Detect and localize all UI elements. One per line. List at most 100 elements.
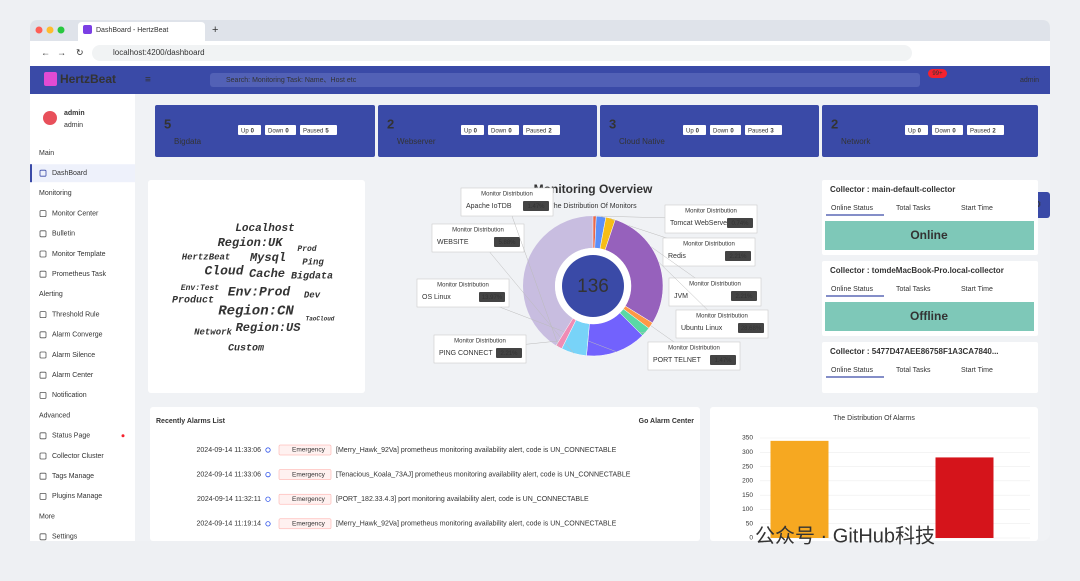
cloud-word[interactable]: Region:CN [218, 304, 294, 320]
monitor-card[interactable] [822, 105, 1038, 157]
monitor-card[interactable] [378, 105, 597, 157]
badge-label-text: Paused [526, 128, 546, 134]
alarm-center-link[interactable]: Go Alarm Center [639, 418, 695, 425]
menu-item[interactable]: Collector Cluster [52, 453, 104, 460]
menu-item[interactable]: Alarm Center [52, 372, 94, 379]
menu-icon [39, 432, 47, 440]
url-field[interactable] [92, 45, 912, 61]
cloud-word[interactable]: Env:Test [181, 284, 220, 293]
collector-tab[interactable]: Start Time [961, 286, 993, 293]
status-badge [488, 125, 519, 135]
badge-label: Paused 2 [970, 128, 996, 134]
window-zoom[interactable] [57, 26, 65, 34]
menu-item[interactable]: Alarm Silence [52, 352, 95, 359]
menu-icon [39, 472, 47, 480]
active-item-bg [30, 164, 135, 183]
alarm-level: Emergency [292, 521, 326, 528]
cloud-word[interactable]: Prod [297, 245, 316, 254]
cloud-word[interactable]: Network [194, 327, 232, 337]
cloud-word[interactable]: Region:US [236, 321, 302, 335]
badge-value: 2 [548, 128, 552, 134]
cloud-word[interactable]: Mysql [249, 251, 286, 265]
window-minimize[interactable] [46, 26, 54, 34]
menu-item[interactable]: Status Page [52, 433, 90, 440]
reload[interactable]: ↻ [76, 47, 84, 57]
sidebar-section: Advanced [39, 412, 70, 419]
header-user[interactable]: admin [1020, 77, 1039, 84]
leader-line [477, 237, 574, 354]
cloud-word[interactable]: Region:UK [218, 236, 285, 250]
bar[interactable] [770, 440, 829, 538]
overview-subtitle: The Distribution Of Monitors [549, 203, 637, 210]
search-box[interactable] [210, 73, 920, 87]
cloud-word[interactable]: Localhost [235, 223, 294, 235]
cloud-word[interactable]: Env:Prod [228, 284, 292, 299]
total-count: 136 [577, 276, 609, 297]
card-name: Cloud Native [619, 137, 665, 146]
window-close[interactable] [35, 26, 43, 34]
status-dot [121, 434, 125, 438]
collector-tab[interactable]: Total Tasks [896, 367, 931, 374]
alarm-content[interactable]: [PORT_182.33.4.3] port monitoring availa… [336, 496, 589, 503]
menu-icon [39, 270, 47, 278]
menu-icon [39, 311, 47, 319]
badge-label-text: Down [491, 128, 506, 134]
tooltip-header: Monitor Distribution [437, 283, 489, 289]
collector-tab[interactable]: Online Status [831, 205, 874, 212]
browser-tab[interactable] [78, 22, 205, 41]
menu-item[interactable]: Monitor Center [52, 210, 99, 217]
menu-item[interactable]: Bulletin [52, 231, 75, 238]
cloud-word[interactable]: HertzBeat [182, 252, 231, 262]
collector-tab[interactable]: Online Status [831, 286, 874, 293]
menu-item[interactable]: Threshold Rule [52, 311, 100, 318]
status-badge [523, 125, 560, 135]
new-tab[interactable]: + [212, 24, 218, 36]
status-badge [905, 125, 928, 135]
cloud-word[interactable]: Dev [304, 290, 321, 300]
cloud-word[interactable]: Custom [228, 344, 264, 355]
cloud-word[interactable]: TaoCloud [306, 316, 335, 323]
cloud-word[interactable]: Product [172, 295, 214, 307]
collector-tab[interactable]: Total Tasks [896, 205, 931, 212]
card-count: 2 [831, 116, 838, 131]
cloud-word[interactable]: Ping [302, 257, 324, 267]
badge-value: 5 [325, 128, 329, 134]
collector-tab[interactable]: Start Time [961, 367, 993, 374]
cloud-word[interactable]: Cache [249, 267, 285, 281]
tooltip-name: Redis [668, 253, 686, 260]
bar[interactable] [935, 457, 994, 538]
monitor-card[interactable] [600, 105, 819, 157]
menu-item[interactable]: Alarm Converge [52, 332, 103, 339]
alarm-content[interactable]: [Tenacious_Koala_73AJ] prometheus monito… [336, 471, 631, 478]
badge-label-text: Paused [748, 128, 768, 134]
menu-icon [39, 452, 47, 460]
badge-label: Up 0 [686, 128, 700, 134]
user-name: admin [64, 110, 85, 117]
collector-tab[interactable]: Start Time [961, 205, 993, 212]
cloud-word[interactable]: Bigdata [291, 271, 333, 283]
menu-item[interactable]: Prometheus Task [52, 271, 106, 278]
menu-item[interactable]: Monitor Template [52, 251, 106, 258]
collector-tab[interactable]: Total Tasks [896, 286, 931, 293]
menu-toggle[interactable]: ≡ [145, 75, 151, 86]
menu-item[interactable]: Plugins Manage [52, 493, 102, 500]
badge-label-text: Up [908, 128, 916, 134]
badge-label-text: Down [268, 128, 283, 134]
collector-tab[interactable]: Online Status [831, 367, 874, 374]
logo[interactable]: HertzBeat [60, 72, 116, 86]
pct-label: 0.74% [731, 221, 749, 227]
tooltip-header: Monitor Distribution [454, 339, 506, 345]
alarm-content[interactable]: [Merry_Hawk_92Va] prometheus monitoring … [336, 521, 617, 528]
alarm-content[interactable]: [Merry_Hawk_92Va] prometheus monitoring … [336, 447, 617, 454]
menu-item[interactable]: Settings [52, 534, 78, 541]
pct-tag [738, 323, 764, 333]
pct-label: 13.97% [482, 295, 503, 301]
nav-forward[interactable]: → [57, 47, 66, 57]
menu-item[interactable]: Tags Manage [52, 473, 94, 480]
y-tick-label: 150 [742, 492, 753, 499]
menu-item[interactable]: Notification [52, 392, 87, 399]
nav-back[interactable]: ← [41, 47, 50, 57]
y-tick-label: 250 [742, 463, 753, 470]
cloud-word[interactable]: Cloud [204, 263, 244, 278]
menu-item[interactable]: DashBoard [52, 170, 87, 177]
